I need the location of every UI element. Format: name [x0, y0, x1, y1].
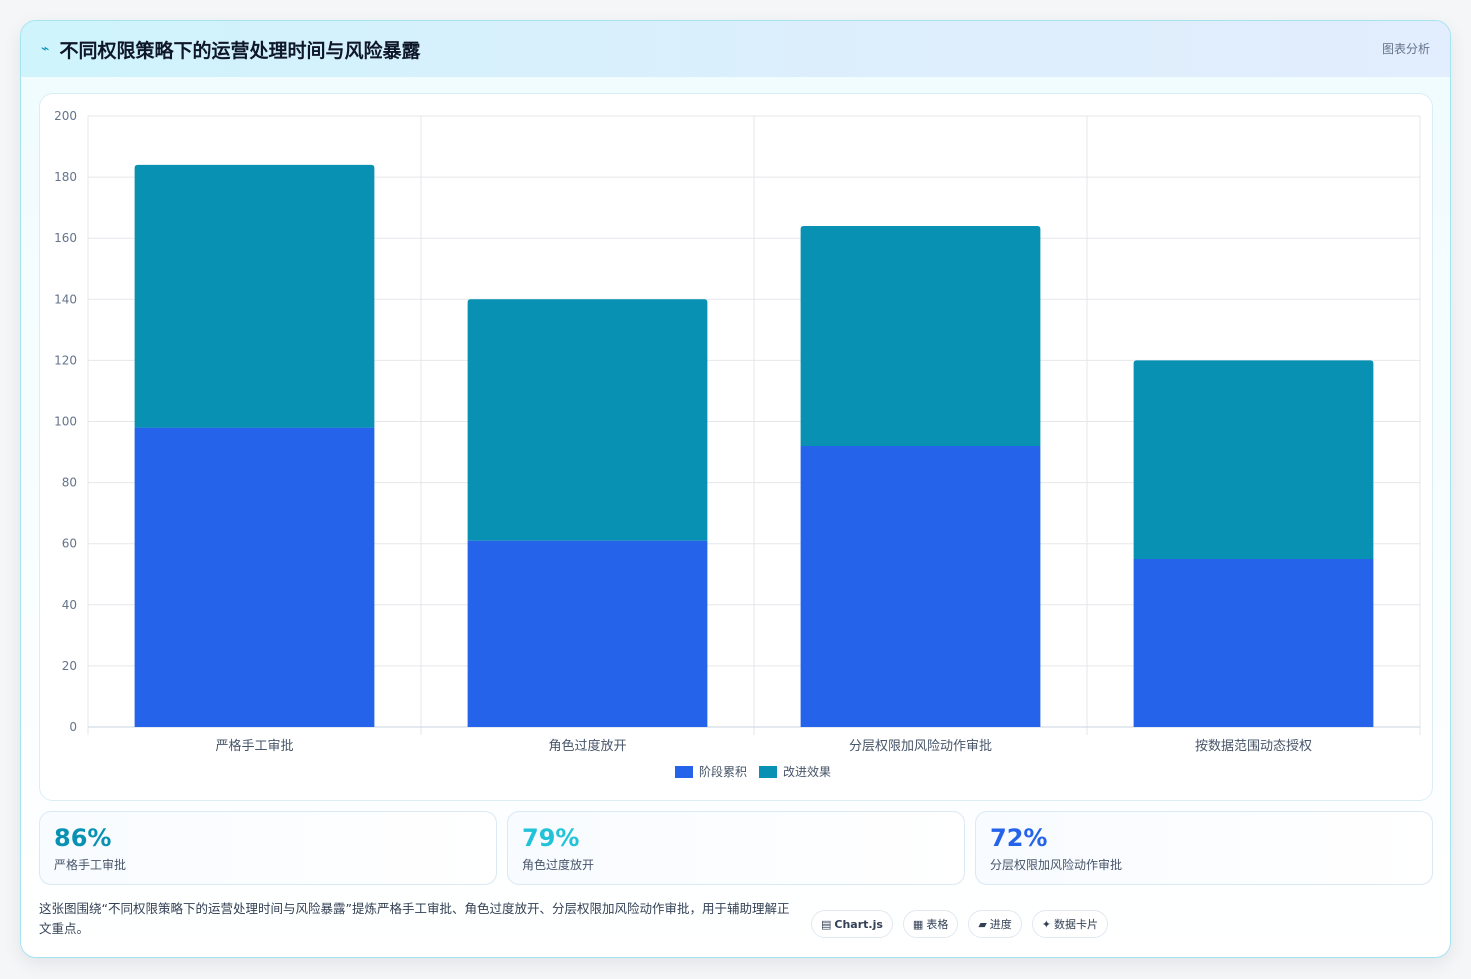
header-tag: 图表分析	[1381, 42, 1430, 56]
chip-data-card[interactable]: ✦ 数据卡片	[1031, 910, 1109, 938]
y-tick-label: 40	[62, 598, 77, 612]
legend-swatch	[759, 766, 777, 778]
stat-label: 角色过度放开	[522, 858, 595, 872]
sparkle-icon: ✦	[1041, 917, 1052, 931]
y-tick-label: 60	[62, 537, 77, 551]
stat-label: 分层权限加风险动作审批	[990, 858, 1123, 872]
bar-segment	[467, 299, 708, 541]
chip-chartjs[interactable]: ▤ Chart.js	[811, 910, 893, 938]
stat-label: 严格手工审批	[54, 858, 127, 872]
chart-title: 不同权限策略下的运营处理时间与风险暴露	[59, 39, 421, 62]
stat-value: 72%	[990, 824, 1048, 852]
chart-card: ⌁ 不同权限策略下的运营处理时间与风险暴露 图表分析 0 20 40 60 80 100 1…	[20, 20, 1451, 958]
stat-value: 79%	[522, 824, 580, 852]
x-tick-label: 角色过度放开	[548, 738, 626, 754]
bar-segment	[134, 427, 375, 727]
stat-card-2: 79% 角色过度放开	[507, 811, 965, 885]
chip-label: Chart.js	[834, 917, 883, 931]
stat-value: 86%	[54, 824, 112, 852]
y-tick-label: 160	[54, 231, 77, 245]
y-tick-label: 120	[54, 353, 77, 367]
chip-label: 表格	[926, 918, 949, 931]
y-tick-label: 20	[62, 659, 77, 673]
y-tick-label: 100	[54, 415, 77, 429]
chart-description: 这张图围绕“不同权限策略下的运营处理时间与风险暴露”提炼严格手工审批、角色过度放…	[39, 901, 790, 936]
stacked-bar-chart: 0 20 40 60 80 100 120 140 160 180 200 严格手工审批 角色过度放开 分…	[54, 109, 1421, 779]
chart-line-icon: ⌁	[41, 41, 50, 57]
chip-table[interactable]: ▦ 表格	[902, 910, 959, 938]
y-tick-label: 80	[62, 476, 77, 490]
bar-segment	[1133, 558, 1374, 727]
chip-progress[interactable]: ▰ 进度	[968, 910, 1022, 938]
stat-cards: 86% 严格手工审批 79% 角色过度放开 72% 分层权限加风险动作审批	[39, 811, 1433, 886]
y-tick-label: 200	[54, 109, 77, 123]
chart-area: 0 20 40 60 80 100 120 140 160 180 200 严格手工审批 角色过度放开 分…	[39, 93, 1433, 801]
chart-icon: ▤	[821, 917, 832, 931]
bar-segment	[467, 540, 708, 727]
bar-segment	[134, 164, 375, 428]
feature-chips: ▤ Chart.js ▦ 表格 ▰ 进度 ✦ 数据卡片	[811, 910, 1109, 938]
bar-segment	[800, 225, 1041, 446]
table-icon: ▦	[912, 917, 924, 931]
stat-card-3: 72% 分层权限加风险动作审批	[975, 811, 1433, 885]
chip-label: 数据卡片	[1054, 918, 1099, 931]
bar-segment	[1133, 360, 1374, 559]
y-tick-label: 0	[69, 720, 77, 734]
card-header: ⌁ 不同权限策略下的运营处理时间与风险暴露 图表分析	[21, 21, 1450, 77]
x-tick-label: 分层权限加风险动作审批	[849, 738, 992, 754]
legend-label: 阶段累积	[699, 764, 747, 779]
chip-label: 进度	[989, 918, 1012, 931]
bar-segment	[800, 445, 1041, 727]
legend-swatch	[675, 766, 693, 778]
progress-icon: ▰	[978, 917, 987, 931]
stat-card-1: 86% 严格手工审批	[39, 811, 497, 885]
y-tick-label: 180	[54, 170, 77, 184]
legend-label: 改进效果	[783, 764, 831, 779]
y-tick-label: 140	[54, 292, 77, 306]
x-tick-label: 按数据范围动态授权	[1195, 738, 1312, 754]
x-tick-label: 严格手工审批	[215, 738, 293, 754]
